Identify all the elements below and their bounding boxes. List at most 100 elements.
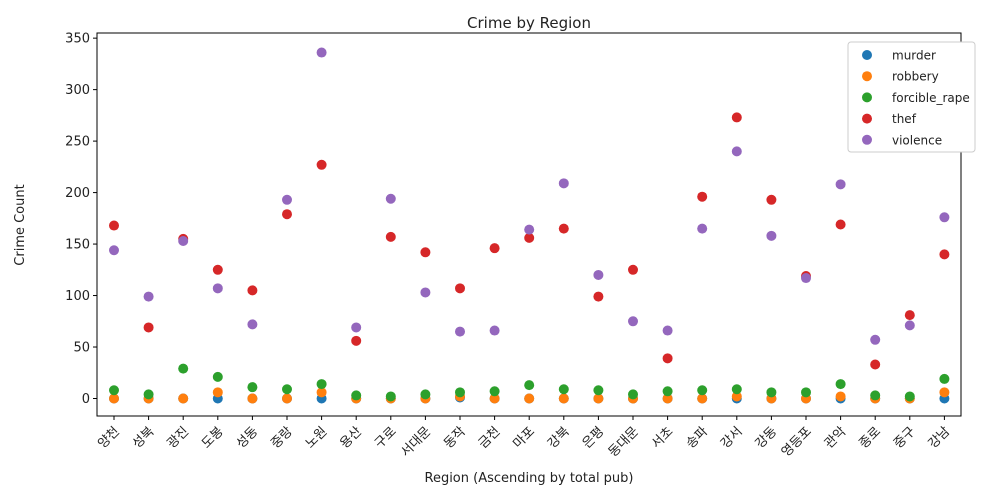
data-point xyxy=(766,387,777,398)
data-point xyxy=(455,387,465,398)
data-point xyxy=(316,379,327,390)
y-tick-label: 0 xyxy=(82,392,90,407)
x-tick-label: 강동 xyxy=(753,424,781,452)
data-point xyxy=(662,353,673,364)
plot-area xyxy=(96,32,962,417)
data-point xyxy=(731,146,742,157)
data-point xyxy=(835,391,846,402)
data-point xyxy=(904,310,915,321)
x-tick-label: 종로 xyxy=(857,424,885,452)
data-point xyxy=(835,179,846,190)
legend-marker xyxy=(862,113,872,124)
data-point xyxy=(801,273,811,284)
data-point xyxy=(524,393,535,404)
x-tick-label: 성북 xyxy=(130,424,158,452)
data-point xyxy=(212,283,223,294)
data-point xyxy=(593,269,604,280)
data-point xyxy=(593,393,604,404)
data-point xyxy=(697,385,708,396)
data-point xyxy=(178,393,189,404)
legend-marker xyxy=(862,50,872,60)
data-point xyxy=(628,316,638,327)
legend-box xyxy=(847,41,976,153)
data-point xyxy=(766,230,777,241)
data-point xyxy=(385,231,396,242)
x-tick-label: 동대문 xyxy=(606,424,642,460)
data-point xyxy=(870,359,881,370)
data-point xyxy=(282,209,292,220)
x-tick-label: 강북 xyxy=(545,424,573,452)
data-point xyxy=(593,291,604,302)
data-point xyxy=(524,232,535,243)
legend-marker xyxy=(862,134,872,145)
data-point xyxy=(109,220,119,231)
data-point xyxy=(766,194,777,205)
data-point xyxy=(109,385,119,396)
x-tick-label: 강서 xyxy=(718,424,746,452)
data-point xyxy=(420,287,431,298)
series-violence xyxy=(109,47,950,345)
data-point xyxy=(489,393,500,404)
data-point xyxy=(351,390,362,401)
data-point xyxy=(593,385,604,396)
data-point xyxy=(178,235,189,246)
x-tick-label: 강남 xyxy=(926,424,954,452)
data-point xyxy=(489,325,500,336)
data-point xyxy=(628,264,638,275)
data-point xyxy=(143,291,154,302)
y-tick-label: 250 xyxy=(65,135,90,150)
data-point xyxy=(835,219,846,230)
data-point xyxy=(212,387,223,398)
data-point xyxy=(731,112,742,123)
x-tick-label: 성동 xyxy=(234,424,262,452)
data-points xyxy=(109,47,950,404)
series-forcible-rape xyxy=(109,363,950,402)
x-tick-label: 양천 xyxy=(95,424,123,452)
legend-label: murder xyxy=(892,49,936,63)
data-point xyxy=(662,393,673,404)
legend-label: thef xyxy=(892,112,917,126)
y-tick-label: 350 xyxy=(65,32,90,47)
data-point xyxy=(939,212,950,223)
data-point xyxy=(282,194,292,205)
data-point xyxy=(939,387,950,398)
data-point xyxy=(420,389,431,400)
x-tick-label: 노원 xyxy=(303,424,331,452)
data-point xyxy=(870,334,881,345)
x-tick-label: 은평 xyxy=(580,424,608,452)
data-point xyxy=(143,322,154,333)
x-tick-label: 중랑 xyxy=(268,424,296,452)
data-point xyxy=(316,47,327,58)
data-point xyxy=(351,335,362,346)
data-point xyxy=(558,178,569,189)
x-tick-label: 중구 xyxy=(891,424,919,452)
x-tick-label: 서초 xyxy=(649,424,677,452)
data-point xyxy=(282,384,292,395)
y-tick-label: 300 xyxy=(65,83,90,98)
data-point xyxy=(558,223,569,234)
x-tick-label: 마포 xyxy=(511,424,539,452)
data-point xyxy=(212,264,223,275)
y-tick-label: 200 xyxy=(65,186,90,201)
data-point xyxy=(247,393,258,404)
legend-marker xyxy=(862,92,872,103)
y-tick-label: 150 xyxy=(65,238,90,253)
data-point xyxy=(904,320,915,331)
x-tick-label: 금천 xyxy=(476,424,504,452)
x-tick-label: 송파 xyxy=(684,424,712,452)
data-point xyxy=(316,387,327,398)
data-point xyxy=(385,193,396,204)
data-point xyxy=(662,325,673,336)
legend-label: forcible_rape xyxy=(892,91,970,105)
data-point xyxy=(489,386,500,397)
data-point xyxy=(662,386,673,397)
chart-title: Crime by Region xyxy=(467,14,591,32)
data-point xyxy=(904,391,915,402)
data-point xyxy=(939,249,950,260)
series-thef xyxy=(109,112,950,370)
x-tick-label: 도봉 xyxy=(199,424,227,452)
x-tick-label: 서대문 xyxy=(398,424,434,460)
